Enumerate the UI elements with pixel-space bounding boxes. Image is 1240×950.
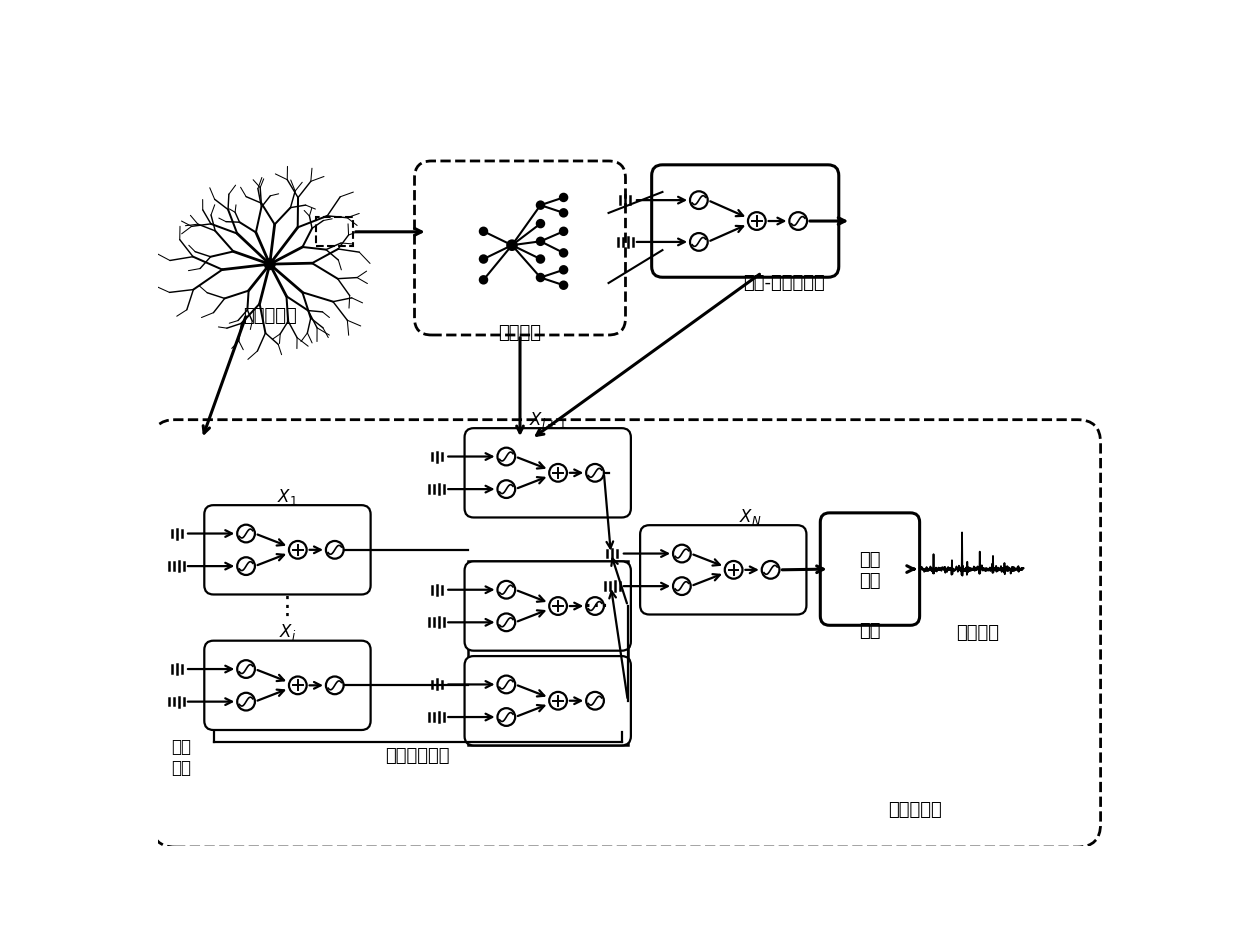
Circle shape <box>237 693 255 711</box>
Circle shape <box>587 692 604 710</box>
FancyBboxPatch shape <box>205 505 371 595</box>
FancyBboxPatch shape <box>205 640 371 730</box>
Circle shape <box>507 240 517 250</box>
Circle shape <box>537 238 544 245</box>
Circle shape <box>497 708 515 726</box>
Circle shape <box>537 256 544 263</box>
Circle shape <box>560 249 567 256</box>
Circle shape <box>560 281 567 289</box>
Circle shape <box>587 464 604 482</box>
Circle shape <box>497 675 515 694</box>
Circle shape <box>761 561 780 579</box>
FancyBboxPatch shape <box>465 656 631 746</box>
Circle shape <box>560 209 567 217</box>
Circle shape <box>748 212 765 230</box>
Circle shape <box>537 274 544 281</box>
Circle shape <box>326 541 343 559</box>
Text: 神经元模型: 神经元模型 <box>888 801 942 819</box>
Circle shape <box>480 256 487 263</box>
Circle shape <box>549 598 567 615</box>
Circle shape <box>549 692 567 710</box>
Circle shape <box>289 541 306 559</box>
Text: $X_{i+1}$: $X_{i+1}$ <box>528 409 567 429</box>
FancyBboxPatch shape <box>652 164 838 277</box>
Bar <box>467 561 627 746</box>
Circle shape <box>790 212 807 230</box>
Circle shape <box>265 259 275 269</box>
Text: 放电序列: 放电序列 <box>956 624 999 642</box>
Circle shape <box>497 614 515 631</box>
Text: 突触
输入: 突触 输入 <box>171 738 191 776</box>
Text: 拓扑结构: 拓扑结构 <box>498 325 542 342</box>
Text: 树突级联模型: 树突级联模型 <box>386 748 450 765</box>
Text: ⋯: ⋯ <box>583 594 608 618</box>
Text: $X_1$: $X_1$ <box>278 486 298 506</box>
Circle shape <box>560 266 567 274</box>
Circle shape <box>560 228 567 235</box>
FancyBboxPatch shape <box>640 525 806 615</box>
Circle shape <box>549 464 567 482</box>
Text: 线性-非线性模型: 线性-非线性模型 <box>743 275 825 293</box>
Circle shape <box>480 276 487 283</box>
Text: $X_N$: $X_N$ <box>739 506 761 526</box>
Circle shape <box>560 194 567 201</box>
Text: 放电: 放电 <box>859 551 880 569</box>
FancyBboxPatch shape <box>821 513 920 625</box>
Text: 神经元树突: 神经元树突 <box>243 307 296 325</box>
Text: 模型: 模型 <box>859 572 880 590</box>
Circle shape <box>724 561 743 579</box>
FancyBboxPatch shape <box>465 428 631 518</box>
Circle shape <box>587 598 604 615</box>
Text: ⋮: ⋮ <box>275 595 300 618</box>
Circle shape <box>497 580 515 598</box>
FancyBboxPatch shape <box>465 561 631 651</box>
Bar <box>316 218 353 246</box>
Circle shape <box>673 544 691 562</box>
Circle shape <box>237 558 255 575</box>
Text: 胞体: 胞体 <box>859 622 880 640</box>
Circle shape <box>237 660 255 678</box>
Circle shape <box>480 228 487 235</box>
Circle shape <box>497 447 515 466</box>
Circle shape <box>689 233 708 251</box>
Circle shape <box>497 481 515 498</box>
Circle shape <box>237 524 255 542</box>
Circle shape <box>673 578 691 595</box>
Circle shape <box>326 676 343 694</box>
Circle shape <box>289 676 306 694</box>
Circle shape <box>689 191 708 209</box>
Circle shape <box>537 219 544 227</box>
Text: $X_i$: $X_i$ <box>279 622 296 642</box>
Circle shape <box>537 201 544 209</box>
